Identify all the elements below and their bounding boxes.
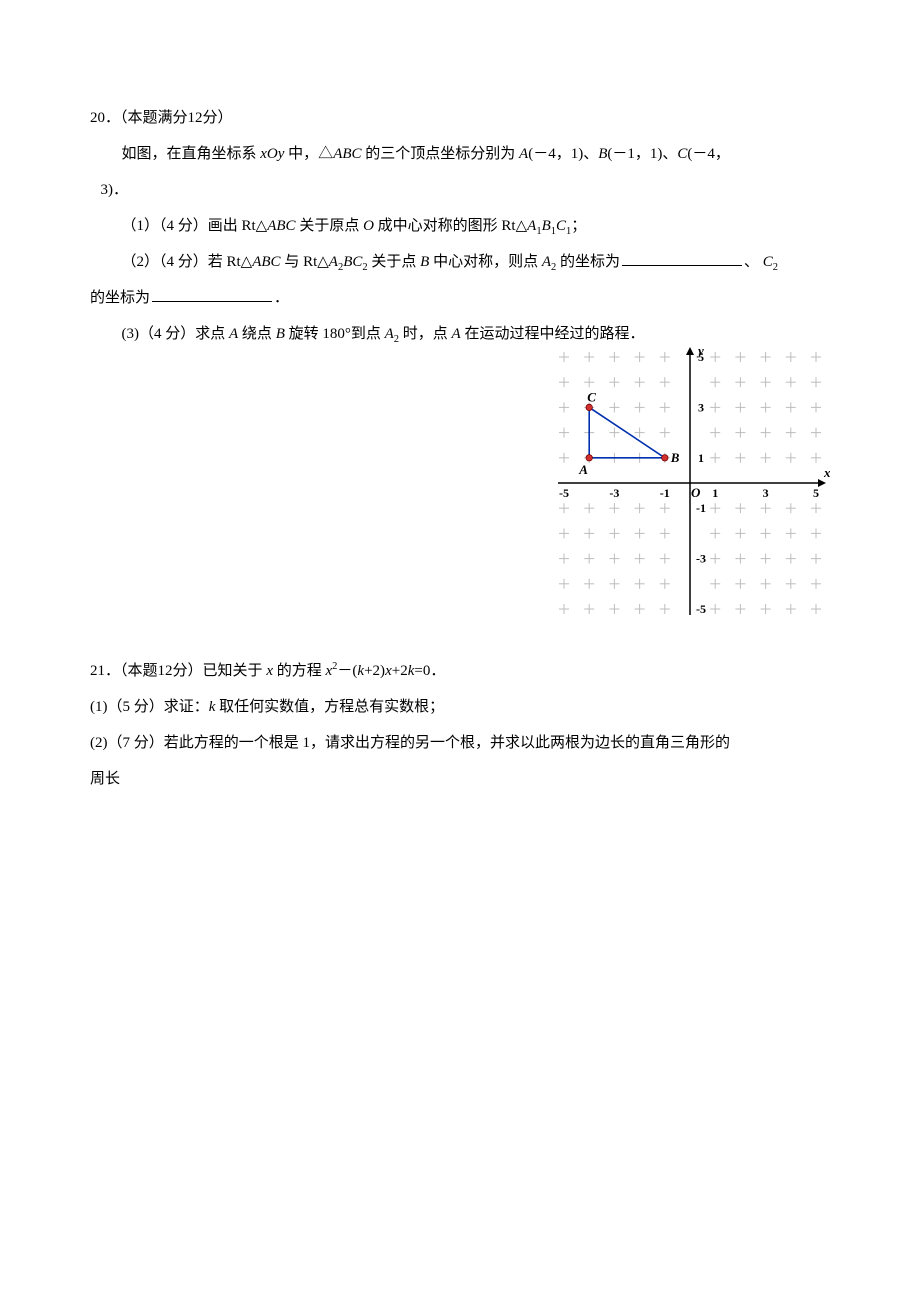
svg-text:x: x [823,465,830,480]
svg-text:1: 1 [712,486,718,500]
svg-text:1: 1 [698,450,704,464]
svg-text:B: B [670,449,680,464]
svg-text:-1: -1 [696,501,706,515]
svg-text:O: O [691,485,701,500]
coordinate-graph: -5-3-1135531-1-3-5OxyABC [550,343,830,623]
svg-text:-3: -3 [696,551,706,565]
q21-part1: (1)（5 分）求证：k 取任何实数值，方程总有实数根； [90,689,830,725]
q20-part1: （1）（4 分）画出 Rt△ABC 关于原点 O 成中心对称的图形 Rt△A1B… [90,208,830,244]
blank-c2 [152,286,272,302]
coordinate-graph-wrap: -5-3-1135531-1-3-5OxyABC [90,343,830,623]
q21-part2-line1: (2)（7 分）若此方程的一个根是 1，请求出方程的另一个根，并求以此两根为边长… [90,725,830,761]
svg-text:-5: -5 [559,486,569,500]
svg-text:3: 3 [763,486,769,500]
svg-text:C: C [587,389,596,404]
svg-text:-3: -3 [609,486,619,500]
svg-text:5: 5 [813,486,819,500]
q21-header: 21．（本题12分）已知关于 x 的方程 x2－(k+2)x+2k=0． [90,653,830,689]
svg-text:-5: -5 [696,602,706,616]
svg-text:3: 3 [698,400,704,414]
q21-number: 21． [90,663,120,679]
svg-text:A: A [578,461,588,476]
q20-part2-line2: 的坐标为． [90,280,830,316]
q20-part2-line1: （2）（4 分）若 Rt△ABC 与 Rt△A2BC2 关于点 B 中心对称，则… [90,244,830,280]
svg-text:-1: -1 [660,486,670,500]
blank-a2 [622,250,742,266]
q20-number: 20． [90,110,120,126]
svg-text:y: y [696,343,704,358]
q20-stem-line2: 3)． [90,172,830,208]
q20-stem-line1: 如图，在直角坐标系 xOy 中，△ABC 的三个顶点坐标分别为 A(－4，1)、… [90,136,830,172]
q21-part2-line2: 周长 [90,761,830,797]
q20-header: 20．（本题满分12分） [90,100,830,136]
